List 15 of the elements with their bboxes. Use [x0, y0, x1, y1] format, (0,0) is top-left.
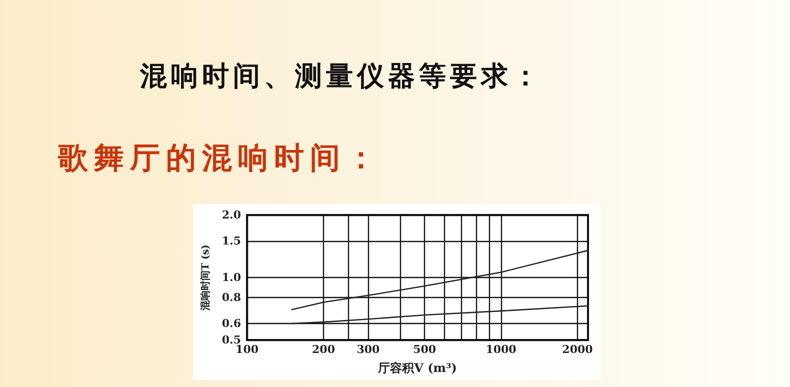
y-tick-label: 1.0 — [222, 271, 242, 284]
x-tick-label: 1000 — [486, 343, 517, 356]
y-tick-label: 1.5 — [222, 234, 242, 248]
y-axis-title: 混响时间T (s) — [200, 244, 212, 312]
y-tick-label: 2.0 — [222, 208, 242, 222]
chart-title: 混响时间、测量仪器等要求： — [140, 60, 543, 94]
y-tick-label: 0.8 — [222, 291, 242, 304]
x-tick-label: 300 — [356, 343, 380, 356]
chart-subtitle: 歌舞厅的混响时间： — [58, 140, 382, 178]
x-tick-label: 200 — [312, 343, 336, 356]
x-tick-label: 500 — [413, 343, 436, 356]
x-axis-title: 厅容积V (m³) — [377, 361, 457, 375]
x-tick-label: 100 — [236, 343, 259, 356]
x-tick-label: 2000 — [562, 343, 594, 356]
y-tick-label: 0.6 — [222, 317, 242, 330]
